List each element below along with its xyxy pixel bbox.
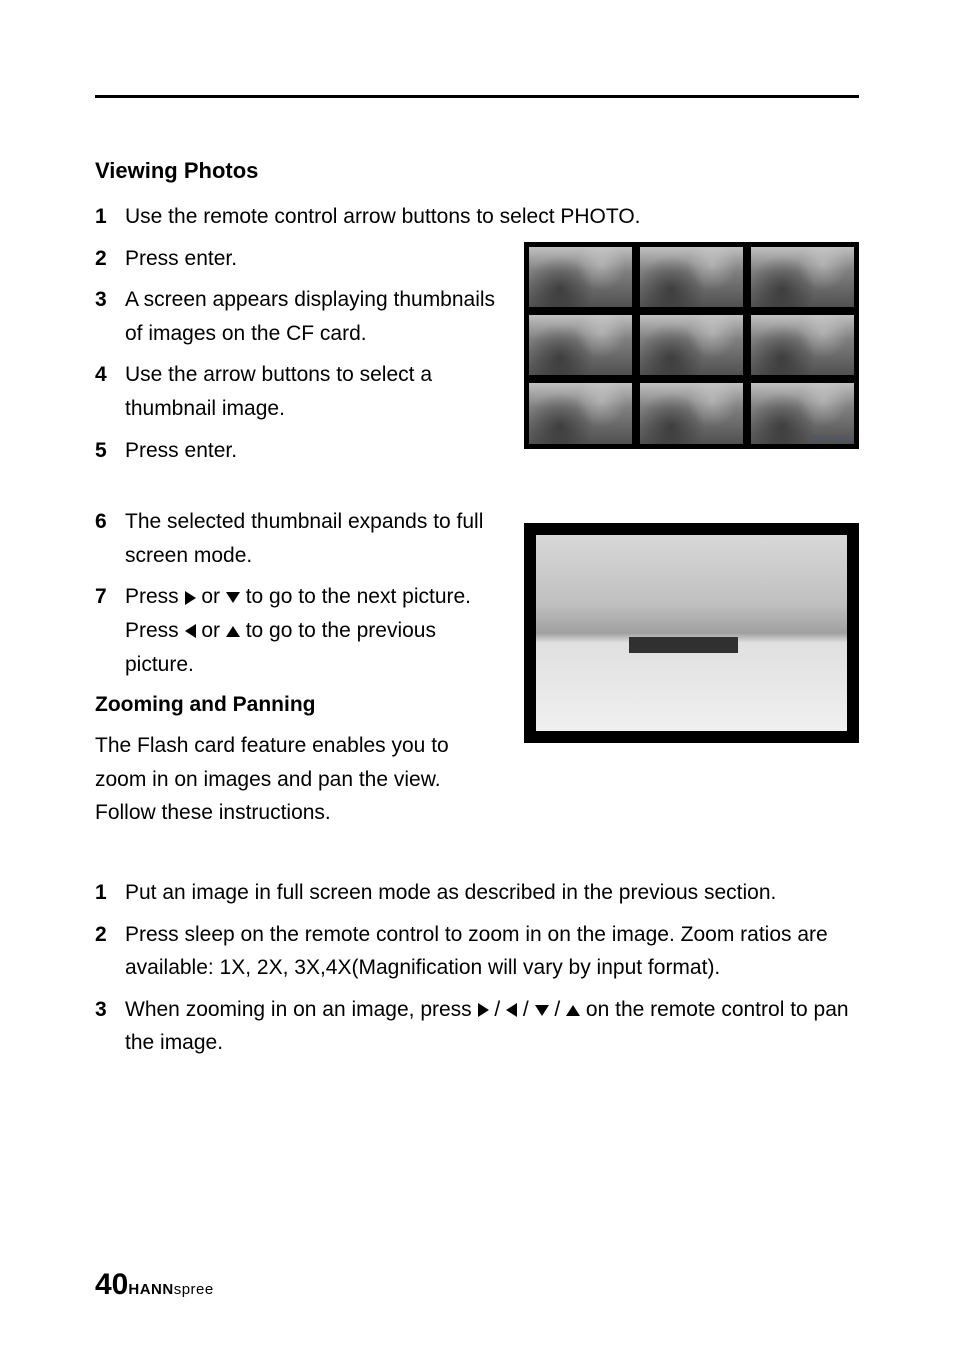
step-item: 2 Press sleep on the remote control to z…	[95, 918, 859, 985]
step-item: 5 Press enter.	[95, 434, 504, 468]
text-fragment: or	[196, 619, 226, 642]
arrow-right-icon	[185, 591, 196, 605]
step-text: Press enter.	[125, 434, 504, 468]
thumbnail	[640, 247, 743, 307]
arrow-up-icon	[566, 1005, 580, 1016]
arrow-left-icon	[185, 624, 196, 638]
thumbnail	[751, 315, 854, 375]
step-text: Use the remote control arrow buttons to …	[125, 200, 859, 234]
thumbnail	[529, 315, 632, 375]
brand-light: spree	[174, 1281, 214, 1298]
step-number: 1	[95, 876, 125, 910]
step-text: Put an image in full screen mode as desc…	[125, 876, 859, 910]
thumbnail	[529, 247, 632, 307]
step-number: 4	[95, 358, 125, 392]
step-item: 3 A screen appears displaying thumbnails…	[95, 283, 504, 350]
boat-shape	[629, 637, 738, 653]
arrow-down-icon	[535, 1005, 549, 1016]
arrow-down-icon	[226, 592, 240, 603]
thumbnail	[640, 383, 743, 443]
thumbnail	[640, 315, 743, 375]
step-number: 1	[95, 200, 125, 234]
step-number: 3	[95, 283, 125, 317]
step-text: A screen appears displaying thumbnails o…	[125, 283, 504, 350]
thumbnail	[751, 247, 854, 307]
fullscreen-image	[524, 523, 859, 743]
brand-bold: HANN	[128, 1281, 173, 1298]
arrow-right-icon	[478, 1003, 489, 1017]
footer: 40 HANNspree	[95, 1268, 214, 1302]
section-title: Viewing Photos	[95, 158, 859, 184]
page-number: 40	[95, 1268, 128, 1302]
thumbnail	[529, 383, 632, 443]
step-number: 3	[95, 993, 125, 1027]
thumbnail: PAGE 01/04	[751, 383, 854, 443]
arrow-up-icon	[226, 626, 240, 637]
step-number: 2	[95, 918, 125, 952]
arrow-left-icon	[506, 1003, 517, 1017]
step-text: Press enter.	[125, 242, 504, 276]
step-number: 6	[95, 505, 125, 539]
step-item: 3 When zooming in on an image, press / /…	[95, 993, 859, 1060]
step-number: 5	[95, 434, 125, 468]
body-text: The Flash card feature enables you to zo…	[95, 729, 504, 830]
page-indicator: PAGE 01/04	[812, 435, 850, 442]
step-text: When zooming in on an image, press / / /…	[125, 993, 859, 1060]
text-fragment: /	[517, 998, 535, 1021]
step-number: 2	[95, 242, 125, 276]
step-item: 4 Use the arrow buttons to select a thum…	[95, 358, 504, 425]
text-fragment: When zooming in on an image, press	[125, 998, 478, 1021]
step-item: 1 Use the remote control arrow buttons t…	[95, 200, 859, 234]
text-fragment: Press	[125, 585, 185, 608]
text-fragment: or	[196, 585, 226, 608]
step-item: 6 The selected thumbnail expands to full…	[95, 505, 504, 572]
horizontal-divider	[95, 95, 859, 98]
step-item: 7 Press or to go to the next picture. Pr…	[95, 580, 504, 681]
step-text: Press sleep on the remote control to zoo…	[125, 918, 859, 985]
step-text: Press or to go to the next picture. Pres…	[125, 580, 504, 681]
text-fragment: /	[549, 998, 567, 1021]
step-text: The selected thumbnail expands to full s…	[125, 505, 504, 572]
step-item: 1 Put an image in full screen mode as de…	[95, 876, 859, 910]
image-content	[536, 535, 847, 731]
sub-heading: Zooming and Panning	[95, 693, 504, 717]
step-item: 2 Press enter.	[95, 242, 504, 276]
step-text: Use the arrow buttons to select a thumbn…	[125, 358, 504, 425]
text-fragment: /	[489, 998, 507, 1021]
thumbnail-grid-image: PAGE 01/04	[524, 242, 859, 449]
step-number: 7	[95, 580, 125, 614]
